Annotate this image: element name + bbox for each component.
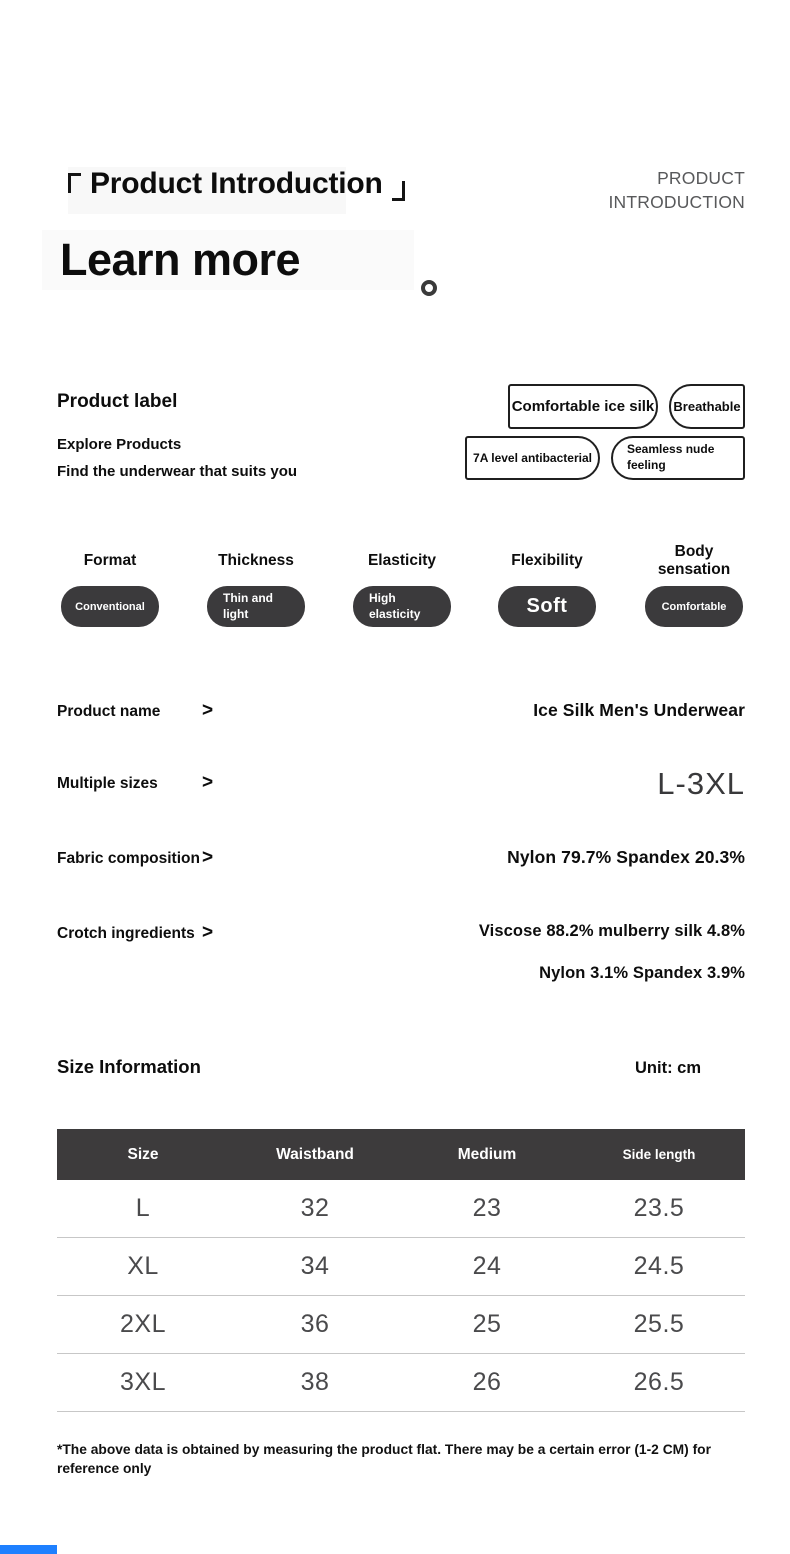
tag-7a-antibacterial: 7A level antibacterial	[465, 436, 600, 480]
cell-waistband: 38	[300, 1368, 330, 1396]
attribute-format-value-pill: Conventional	[61, 586, 159, 627]
size-information-header: Size Information Unit: cm	[57, 1056, 745, 1078]
corner-label-line2: INTRODUCTION	[608, 192, 745, 213]
attribute-thickness-value-pill: Thin and light	[207, 586, 305, 627]
cell-size: 3XL	[120, 1368, 166, 1396]
chevron-right-icon: >	[202, 700, 214, 721]
attribute-elasticity: Elasticity High elasticity	[332, 537, 472, 627]
column-header-medium: Medium	[457, 1145, 517, 1163]
attribute-elasticity-label: Elasticity	[367, 552, 437, 570]
spec-fabric-composition-value: Nylon 79.7% Spandex 20.3%	[507, 847, 745, 867]
attribute-elasticity-value: High elasticity	[369, 590, 421, 621]
spec-row-multiple-sizes: Multiple sizes > L-3XL	[57, 766, 745, 802]
corner-bracket-close-icon	[391, 181, 405, 201]
spec-crotch-ingredients-label: Crotch ingredients	[57, 925, 195, 942]
chevron-right-icon: >	[202, 847, 214, 868]
spec-row-crotch-ingredients: Crotch ingredients > Viscose 88.2% mulbe…	[57, 922, 745, 983]
attribute-elasticity-value-pill: High elasticity	[353, 586, 451, 627]
cell-medium: 25	[472, 1310, 502, 1338]
crotch-ingredients-line1: Viscose 88.2% mulberry silk 4.8%	[478, 922, 745, 940]
tag-breathable: Breathable	[669, 384, 745, 429]
attribute-flexibility-value-pill: Soft	[498, 586, 596, 627]
cell-side-length: 25.5	[633, 1310, 685, 1338]
cell-size: L	[135, 1194, 151, 1222]
tag-seamless-nude-feeling-label: Seamless nude feeling	[627, 442, 715, 472]
size-table-header-row: Size Waistband Medium Side length	[57, 1129, 745, 1180]
table-row: 2XL 36 25 25.5	[57, 1296, 745, 1354]
spec-multiple-sizes-value: L-3XL	[657, 766, 745, 801]
attribute-body-sensation: Body sensation Comfortable	[624, 537, 764, 627]
cell-medium: 23	[472, 1194, 502, 1222]
subtitle-highlight-block	[42, 230, 414, 290]
table-row: XL 34 24 24.5	[57, 1238, 745, 1296]
cell-medium: 26	[472, 1368, 502, 1396]
column-header-waistband: Waistband	[276, 1145, 354, 1163]
cell-size: 2XL	[120, 1310, 166, 1338]
table-row: L 32 23 23.5	[57, 1180, 745, 1238]
spec-product-name-value: Ice Silk Men's Underwear	[533, 700, 745, 720]
explore-products-text: Explore Products	[57, 436, 182, 453]
spec-product-name-label: Product name	[57, 703, 161, 720]
corner-label: PRODUCT INTRODUCTION	[608, 166, 745, 214]
attribute-flexibility: Flexibility Soft	[477, 537, 617, 627]
cell-size: XL	[127, 1252, 159, 1280]
attribute-flexibility-label: Flexibility	[511, 552, 583, 570]
product-label-heading: Product label	[57, 391, 178, 412]
tag-comfortable-ice-silk: Comfortable ice silk	[508, 384, 658, 429]
cell-medium: 24	[472, 1252, 502, 1280]
measurement-disclaimer: *The above data is obtained by measuring…	[57, 1442, 711, 1477]
tag-seamless-nude-feeling: Seamless nude feeling	[611, 436, 745, 480]
chevron-right-icon: >	[202, 922, 214, 943]
cell-waistband: 32	[300, 1194, 330, 1222]
cell-waistband: 36	[300, 1310, 330, 1338]
spec-fabric-composition-label: Fabric composition	[57, 850, 200, 867]
cell-side-length: 24.5	[633, 1252, 685, 1280]
page-title-text: Product Introduction	[90, 167, 383, 200]
spec-multiple-sizes-label: Multiple sizes	[57, 775, 158, 792]
attribute-body-sensation-label: Body sensation	[657, 543, 731, 578]
column-header-side-length: Side length	[622, 1147, 696, 1162]
title-highlight-block	[68, 167, 346, 214]
spec-crotch-ingredients-value: Viscose 88.2% mulberry silk 4.8% Nylon 3…	[479, 922, 745, 983]
corner-bracket-open-icon	[68, 173, 81, 193]
attribute-thickness: Thickness Thin and light	[186, 537, 326, 627]
table-row: 3XL 38 26 26.5	[57, 1354, 745, 1412]
cell-side-length: 26.5	[633, 1368, 685, 1396]
size-information-title: Size Information	[57, 1056, 201, 1077]
spec-row-fabric-composition: Fabric composition > Nylon 79.7% Spandex…	[57, 847, 745, 869]
attribute-format-label: Format	[83, 552, 137, 570]
attribute-thickness-value: Thin and light	[223, 590, 273, 621]
subtitle: Learn more	[60, 234, 301, 285]
attribute-thickness-label: Thickness	[218, 552, 294, 570]
size-table: Size Waistband Medium Side length L 32 2…	[57, 1129, 745, 1412]
attribute-body-sensation-value-pill: Comfortable	[645, 586, 743, 627]
cell-waistband: 34	[300, 1252, 330, 1280]
page-title: Product Introduction	[68, 167, 405, 201]
ring-icon	[421, 280, 437, 296]
attribute-format: Format Conventional	[40, 537, 180, 627]
crotch-ingredients-line2: Nylon 3.1% Spandex 3.9%	[539, 964, 745, 982]
cell-side-length: 23.5	[633, 1194, 685, 1222]
column-header-size: Size	[127, 1145, 159, 1163]
unit-label: Unit: cm	[635, 1059, 701, 1077]
spec-row-product-name: Product name > Ice Silk Men's Underwear	[57, 700, 745, 722]
find-underwear-text: Find the underwear that suits you	[57, 463, 298, 480]
bottom-accent-strip	[0, 1545, 57, 1554]
corner-label-line1: PRODUCT	[657, 168, 745, 188]
chevron-right-icon: >	[202, 772, 214, 793]
